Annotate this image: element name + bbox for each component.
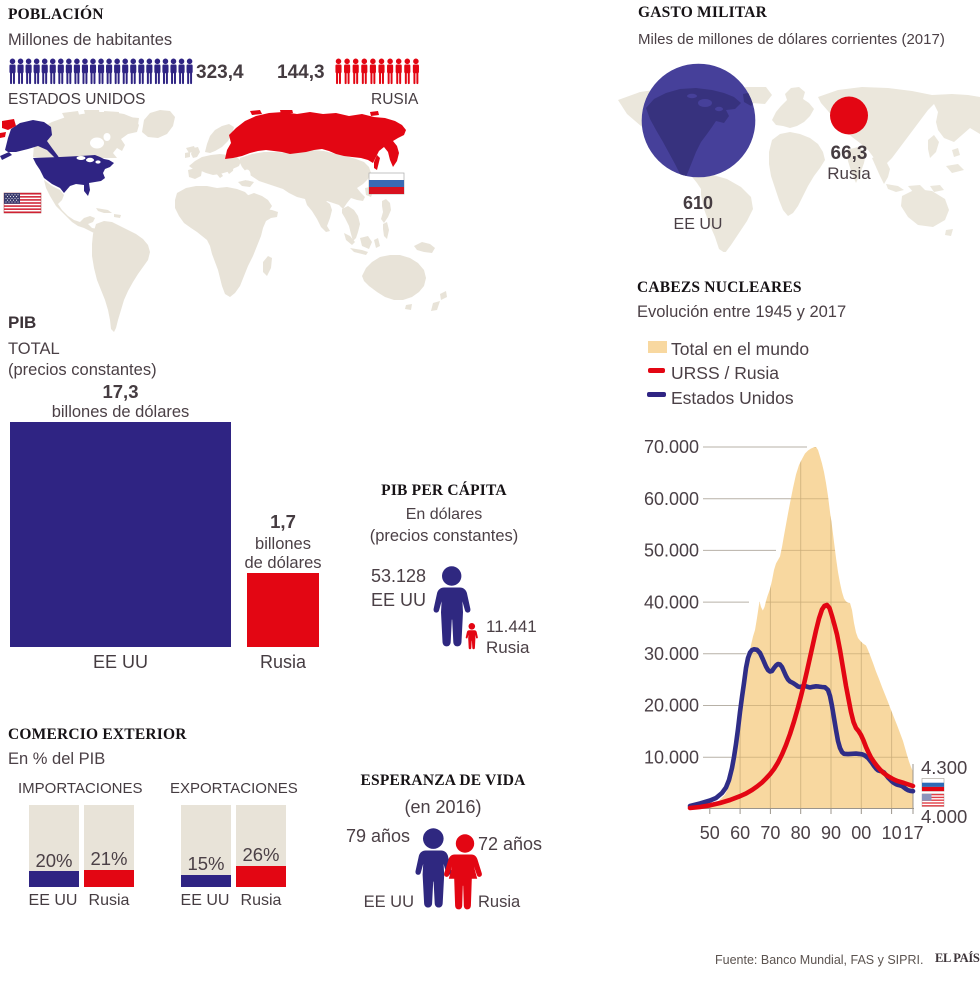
svg-text:00: 00 [851,823,871,843]
svg-text:30.000: 30.000 [644,644,699,664]
svg-text:4.000: 4.000 [921,806,967,827]
svg-text:50: 50 [700,823,720,843]
svg-text:60.000: 60.000 [644,489,699,509]
svg-text:10: 10 [882,823,902,843]
svg-text:4.300: 4.300 [921,757,967,778]
svg-text:20.000: 20.000 [644,696,699,716]
svg-text:60: 60 [730,823,750,843]
svg-text:10.000: 10.000 [644,747,699,767]
svg-text:17: 17 [903,823,923,843]
svg-text:90: 90 [821,823,841,843]
svg-text:70.000: 70.000 [644,437,699,457]
svg-text:50.000: 50.000 [644,541,699,561]
svg-text:70: 70 [760,823,780,843]
svg-text:40.000: 40.000 [644,592,699,612]
svg-text:80: 80 [791,823,811,843]
